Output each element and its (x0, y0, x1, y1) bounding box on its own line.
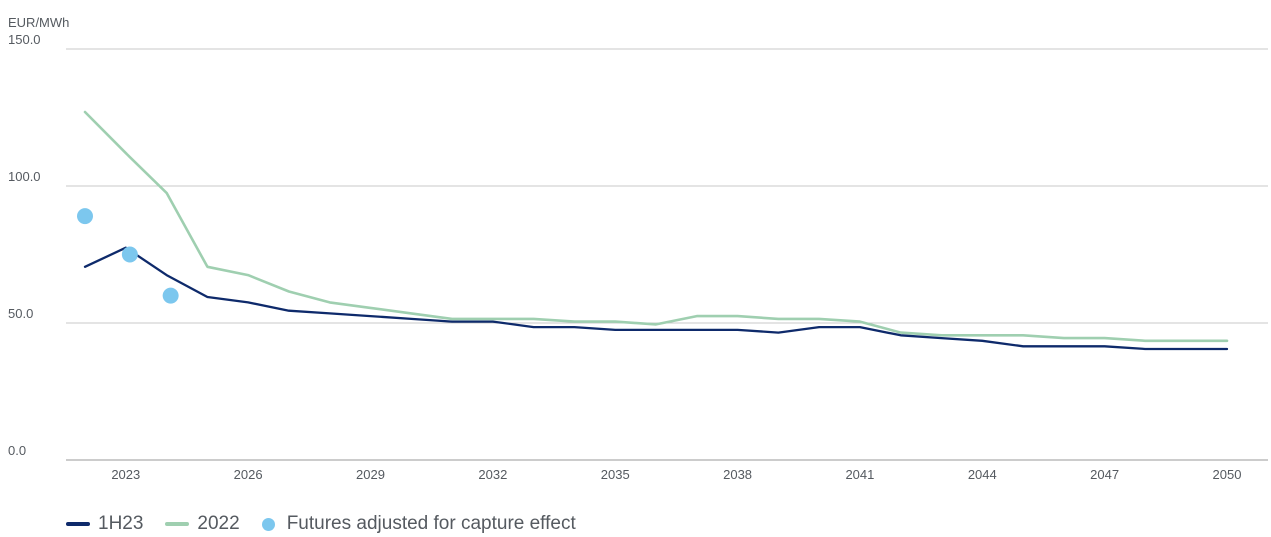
futures-point (121, 246, 138, 263)
legend-label-1h23: 1H23 (98, 513, 144, 534)
x-tick-label: 2041 (845, 467, 874, 482)
x-tick-label: 2047 (1090, 467, 1119, 482)
y-tick-label: 150.0 (8, 32, 41, 47)
x-tick-label: 2035 (601, 467, 630, 482)
legend-swatch-futures (261, 517, 275, 531)
x-tick-label: 2029 (356, 467, 385, 482)
series-line-2022 (83, 110, 1229, 343)
x-tick-label: 2050 (1213, 467, 1242, 482)
legend-item-1h23: 1H23 (66, 513, 143, 535)
x-tick-label: 2023 (111, 467, 140, 482)
legend-swatch-2022 (165, 522, 190, 526)
y-tick-label: 100.0 (8, 169, 41, 184)
futures-point (77, 208, 93, 225)
gridlines (66, 48, 1268, 461)
legend: 1H23 2022 Futures adjusted for capture e… (66, 512, 598, 536)
y-tick-label: 50.0 (8, 306, 33, 321)
series-layer (77, 110, 1229, 351)
x-tick-label: 2044 (968, 467, 997, 482)
x-tick-label: 2026 (234, 467, 263, 482)
futures-point (162, 287, 179, 304)
y-unit-label: EUR/MWh (8, 15, 69, 30)
legend-item-futures: Futures adjusted for capture effect (261, 513, 576, 535)
x-tick-label: 2032 (478, 467, 507, 482)
legend-label-futures: Futures adjusted for capture effect (286, 513, 576, 534)
x-axis-ticks: 2023 2026 2029 2032 2035 2038 2041 2044 2047 2050 (111, 467, 1241, 482)
legend-swatch-1h23 (66, 522, 90, 526)
legend-label-2022: 2022 (197, 513, 240, 534)
series-line-1h23 (83, 246, 1229, 351)
y-tick-label: 0.0 (8, 443, 26, 458)
y-axis-ticks: 0.0 50.0 100.0 150.0 (8, 32, 41, 458)
legend-item-2022: 2022 (165, 513, 240, 535)
x-tick-label: 2038 (723, 467, 752, 482)
